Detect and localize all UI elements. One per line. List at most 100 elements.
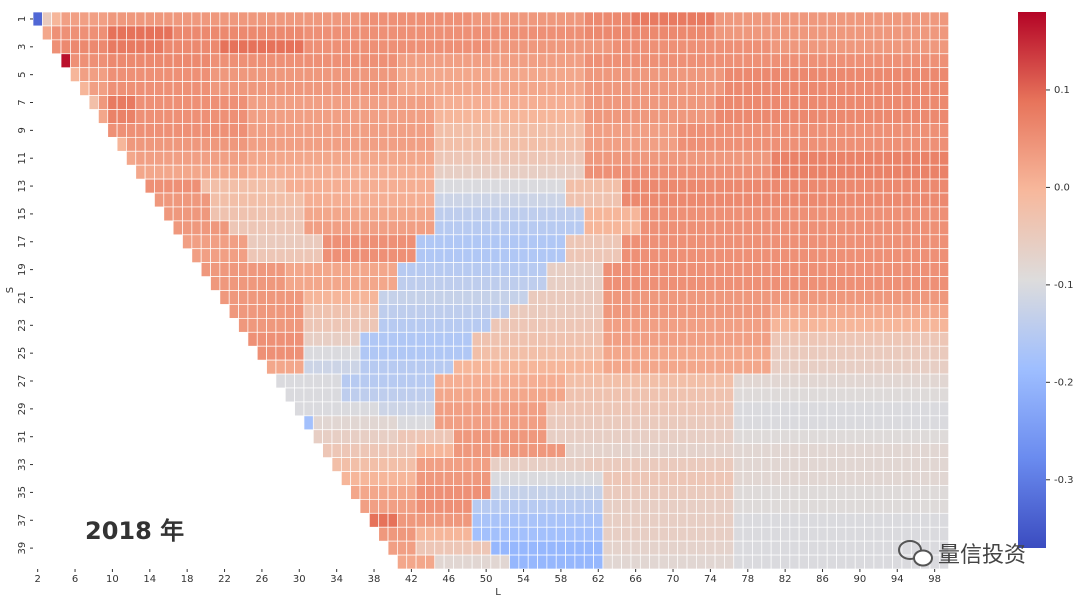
heatmap-cell bbox=[668, 136, 679, 152]
heatmap-cell bbox=[322, 192, 333, 208]
heatmap-cell bbox=[322, 373, 333, 389]
heatmap-cell bbox=[331, 262, 342, 277]
heatmap-cell bbox=[415, 95, 426, 110]
heatmap-cell bbox=[210, 25, 221, 41]
heatmap-cell bbox=[546, 109, 557, 124]
heatmap-cell bbox=[481, 387, 492, 403]
heatmap-cell bbox=[247, 11, 258, 27]
heatmap-cell bbox=[481, 178, 492, 194]
heatmap-cell bbox=[882, 359, 893, 375]
x-tick-label: 78 bbox=[741, 574, 754, 585]
heatmap-cell bbox=[789, 345, 800, 361]
heatmap-cell bbox=[163, 164, 174, 180]
heatmap-cell bbox=[415, 401, 426, 417]
heatmap-cell bbox=[677, 150, 688, 166]
heatmap-cell bbox=[724, 318, 735, 333]
heatmap-cell bbox=[854, 318, 865, 333]
heatmap-cell bbox=[359, 276, 370, 291]
heatmap-cell bbox=[144, 109, 155, 124]
heatmap-cell bbox=[593, 67, 604, 82]
heatmap-cell bbox=[266, 331, 277, 347]
heatmap-cell bbox=[303, 39, 314, 55]
heatmap-cell bbox=[658, 234, 669, 250]
heatmap-cell bbox=[938, 526, 950, 542]
heatmap-cell bbox=[658, 471, 669, 486]
heatmap-cell bbox=[724, 95, 735, 110]
heatmap-cell bbox=[359, 429, 370, 445]
heatmap-cell bbox=[481, 123, 492, 138]
heatmap-cell bbox=[901, 178, 912, 194]
heatmap-cell bbox=[770, 109, 781, 124]
heatmap-cell bbox=[639, 11, 651, 27]
heatmap-cell bbox=[490, 304, 501, 319]
heatmap-cell bbox=[882, 81, 893, 96]
heatmap-cell bbox=[238, 234, 249, 250]
heatmap-cell bbox=[696, 401, 707, 417]
heatmap-cell bbox=[798, 95, 809, 110]
heatmap-cell bbox=[154, 192, 165, 208]
heatmap-cell bbox=[359, 220, 370, 236]
heatmap-cell bbox=[443, 276, 454, 291]
heatmap-cell bbox=[98, 109, 109, 124]
heatmap-cell bbox=[621, 512, 632, 528]
heatmap-cell bbox=[668, 178, 679, 194]
heatmap-cell bbox=[574, 415, 585, 431]
heatmap-cell bbox=[518, 164, 529, 180]
heatmap-cell bbox=[434, 95, 445, 110]
heatmap-cell bbox=[350, 457, 361, 472]
heatmap-cell bbox=[509, 331, 520, 347]
heatmap-cell bbox=[864, 206, 875, 222]
heatmap-cell bbox=[929, 276, 940, 291]
heatmap-cell bbox=[761, 248, 772, 264]
heatmap-cell bbox=[275, 290, 286, 305]
heatmap-cell bbox=[182, 150, 193, 166]
heatmap-cell bbox=[854, 206, 865, 222]
heatmap-cell bbox=[238, 11, 249, 27]
heatmap-cell bbox=[639, 53, 651, 69]
heatmap-cell bbox=[705, 95, 716, 110]
heatmap-cell bbox=[910, 39, 921, 55]
heatmap-cell bbox=[686, 318, 697, 333]
heatmap-cell bbox=[574, 318, 585, 333]
heatmap-cell bbox=[873, 95, 884, 110]
heatmap-cell bbox=[780, 220, 791, 236]
heatmap-cell bbox=[518, 53, 529, 69]
heatmap-cell bbox=[238, 220, 249, 236]
heatmap-cell bbox=[359, 178, 370, 194]
heatmap-cell bbox=[210, 220, 221, 236]
heatmap-cell bbox=[555, 123, 566, 138]
heatmap-cell bbox=[210, 150, 221, 166]
heatmap-cell bbox=[434, 318, 445, 333]
heatmap-cell bbox=[630, 526, 641, 542]
heatmap-cell bbox=[499, 373, 510, 389]
heatmap-cell bbox=[574, 67, 585, 82]
heatmap-cell bbox=[733, 401, 744, 417]
heatmap-cell bbox=[733, 443, 744, 458]
heatmap-cell bbox=[397, 304, 408, 319]
heatmap-cell bbox=[630, 304, 641, 319]
heatmap-cell bbox=[929, 81, 940, 96]
heatmap-cell bbox=[854, 248, 865, 264]
heatmap-cell bbox=[154, 39, 165, 55]
heatmap-cell bbox=[238, 318, 249, 333]
heatmap-cell bbox=[443, 373, 454, 389]
heatmap-cell bbox=[266, 150, 277, 166]
heatmap-cell bbox=[499, 206, 510, 222]
heatmap-cell bbox=[359, 499, 370, 514]
heatmap-cell bbox=[191, 136, 202, 152]
heatmap-cell bbox=[714, 512, 725, 528]
heatmap-cell bbox=[724, 457, 735, 472]
heatmap-cell bbox=[639, 150, 651, 166]
heatmap-cell bbox=[789, 401, 800, 417]
heatmap-cell bbox=[490, 248, 501, 264]
heatmap-cell bbox=[555, 457, 566, 472]
heatmap-cell bbox=[275, 67, 286, 82]
heatmap-cell bbox=[938, 136, 950, 152]
heatmap-cell bbox=[182, 67, 193, 82]
heatmap-cell bbox=[882, 262, 893, 277]
heatmap-cell bbox=[200, 81, 211, 96]
heatmap-cell bbox=[733, 11, 744, 27]
heatmap-cell bbox=[210, 234, 221, 250]
heatmap-cell bbox=[415, 25, 426, 41]
y-tick-label: 5 bbox=[17, 71, 28, 77]
